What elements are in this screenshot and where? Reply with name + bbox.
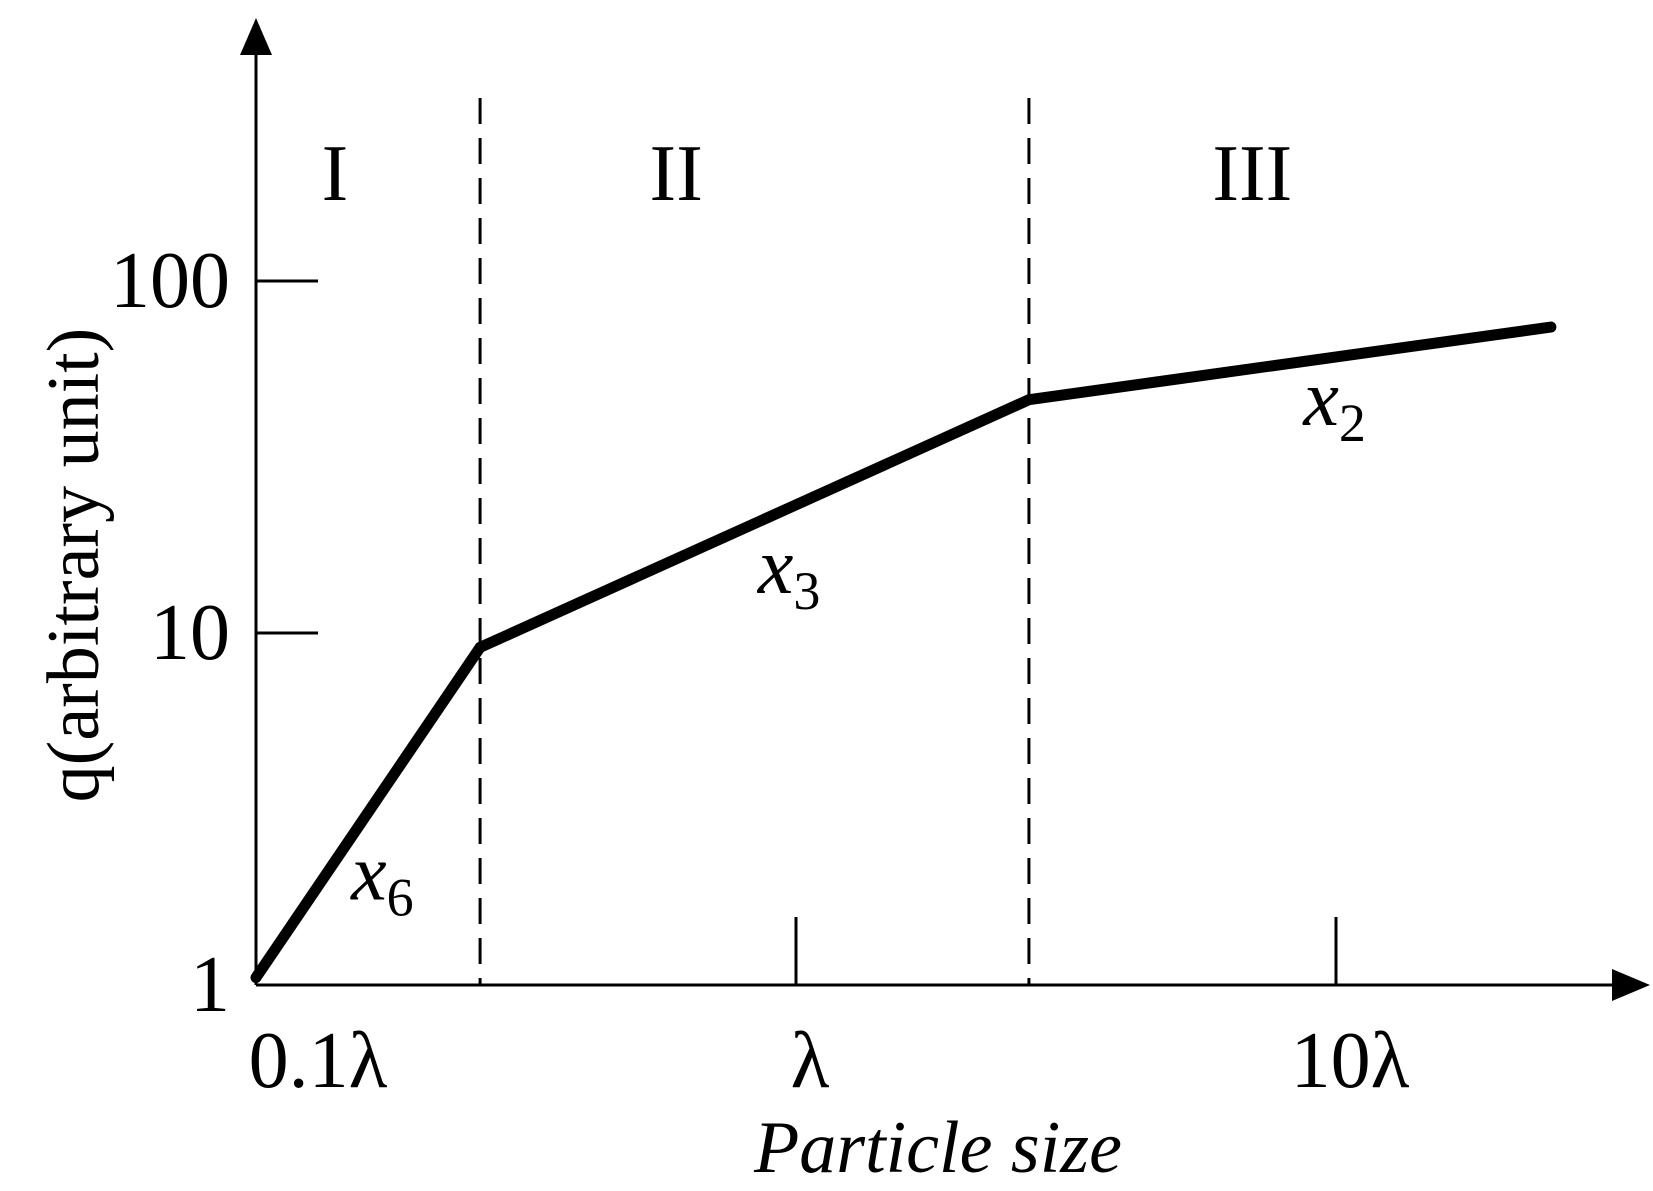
y-tick-label: 100 bbox=[110, 237, 230, 325]
x-axis-label: Particle size bbox=[753, 1107, 1122, 1189]
y-axis-arrow-icon bbox=[240, 18, 272, 55]
slope-annotation: x3 bbox=[757, 523, 821, 621]
region-labels: I II III bbox=[322, 130, 1293, 218]
x-axis-arrow-icon bbox=[1612, 969, 1650, 1001]
axis-ticks: 0.1λ λ 10λ 1 10 100 bbox=[110, 237, 1410, 1105]
slope-annotations: x6 x3 x2 bbox=[350, 355, 1366, 928]
x-tick-label: λ bbox=[791, 1017, 830, 1105]
y-axis-label: q(arbitrary unit) bbox=[33, 328, 115, 803]
region-label: II bbox=[650, 130, 703, 218]
slope-annotation: x6 bbox=[350, 829, 414, 927]
series-line bbox=[250, 321, 1557, 984]
y-tick-label: 10 bbox=[150, 589, 230, 677]
y-tick-label: 1 bbox=[190, 941, 230, 1029]
slope-annotation: x2 bbox=[1302, 355, 1366, 453]
region-boundaries bbox=[478, 98, 1031, 985]
region-label: I bbox=[322, 130, 349, 218]
region-label: III bbox=[1212, 130, 1292, 218]
series bbox=[250, 321, 1557, 984]
x-tick-label: 0.1λ bbox=[249, 1017, 388, 1105]
x-tick-label: 10λ bbox=[1291, 1017, 1410, 1105]
